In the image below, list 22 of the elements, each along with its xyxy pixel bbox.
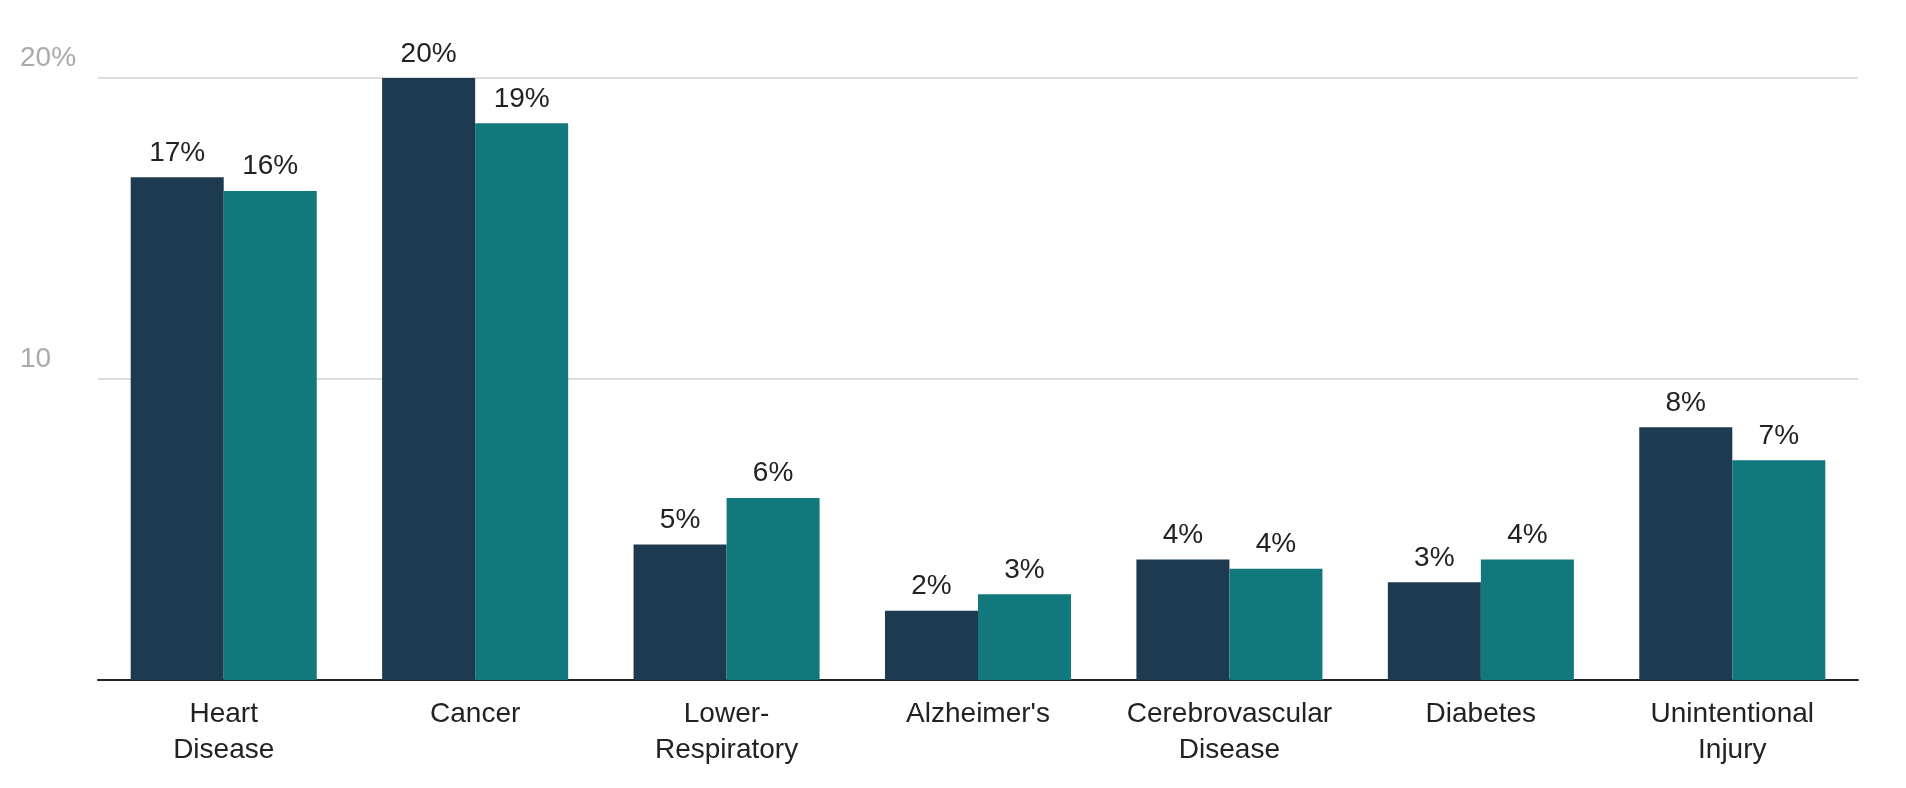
- data-label: 19%: [493, 81, 550, 113]
- data-label: 4%: [1162, 518, 1204, 550]
- data-label: 8%: [1665, 385, 1707, 417]
- data-label: 2%: [911, 569, 952, 601]
- x-tick-label: Unintentional Injury: [1650, 696, 1815, 764]
- data-label: 4%: [1255, 527, 1297, 559]
- x-tick-label: Cerebrovascular Disease: [1126, 696, 1333, 764]
- data-label: 4%: [1507, 518, 1548, 550]
- data-label: 7%: [1758, 418, 1800, 450]
- y-tick-label: 10: [20, 341, 52, 373]
- data-label: 3%: [1414, 540, 1455, 572]
- x-tick-label: Heart Disease: [173, 696, 275, 764]
- data-label: 5%: [659, 503, 701, 535]
- x-tick-label: Diabetes: [1425, 696, 1537, 728]
- data-label: 17%: [149, 135, 206, 167]
- data-label: 20%: [400, 36, 457, 68]
- x-tick-label: Cancer: [430, 696, 521, 728]
- data-label: 3%: [1004, 552, 1045, 584]
- x-tick-label: Alzheimer's: [906, 696, 1050, 728]
- data-label: 16%: [242, 149, 299, 181]
- x-tick-label: Lower- Respiratory: [654, 696, 799, 764]
- data-label: 6%: [752, 456, 794, 488]
